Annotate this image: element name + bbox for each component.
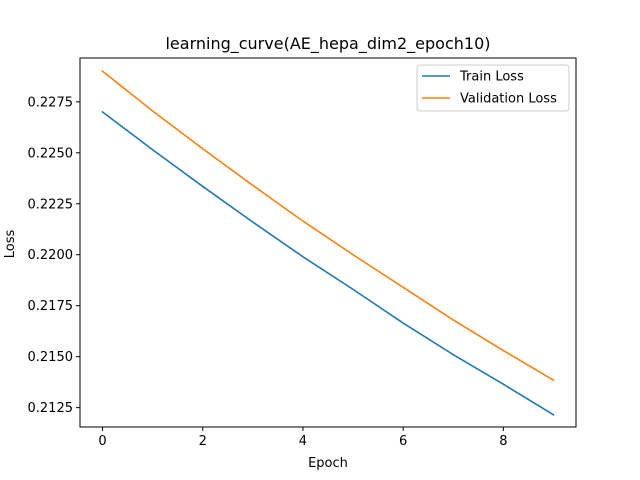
x-tick-label: 8 bbox=[499, 434, 507, 449]
y-axis-label: Loss bbox=[3, 230, 18, 259]
y-tick-label: 0.2200 bbox=[28, 248, 74, 263]
legend-entry-0: Train Loss bbox=[459, 70, 524, 85]
series-line-0 bbox=[101, 110, 555, 416]
y-tick-label: 0.2275 bbox=[28, 95, 74, 110]
x-tick-label: 0 bbox=[98, 434, 106, 449]
legend: Train Loss Validation Loss bbox=[416, 64, 570, 112]
x-tick-label: 6 bbox=[399, 434, 407, 449]
y-tick-label: 0.2175 bbox=[28, 299, 74, 314]
x-tick-label: 2 bbox=[199, 434, 207, 449]
legend-entry-1: Validation Loss bbox=[460, 92, 557, 107]
y-tick-label: 0.2125 bbox=[28, 401, 74, 416]
x-tick-label: 4 bbox=[299, 434, 307, 449]
x-axis-label: Epoch bbox=[308, 456, 348, 471]
y-tick-label: 0.2250 bbox=[28, 146, 74, 161]
series-line-1 bbox=[101, 70, 555, 382]
y-tick-label: 0.2225 bbox=[28, 197, 74, 212]
chart-title: learning_curve(AE_hepa_dim2_epoch10) bbox=[165, 34, 490, 54]
y-tick-label: 0.2150 bbox=[28, 350, 74, 365]
plot-area-frame bbox=[79, 57, 577, 428]
legend-box bbox=[416, 64, 570, 112]
